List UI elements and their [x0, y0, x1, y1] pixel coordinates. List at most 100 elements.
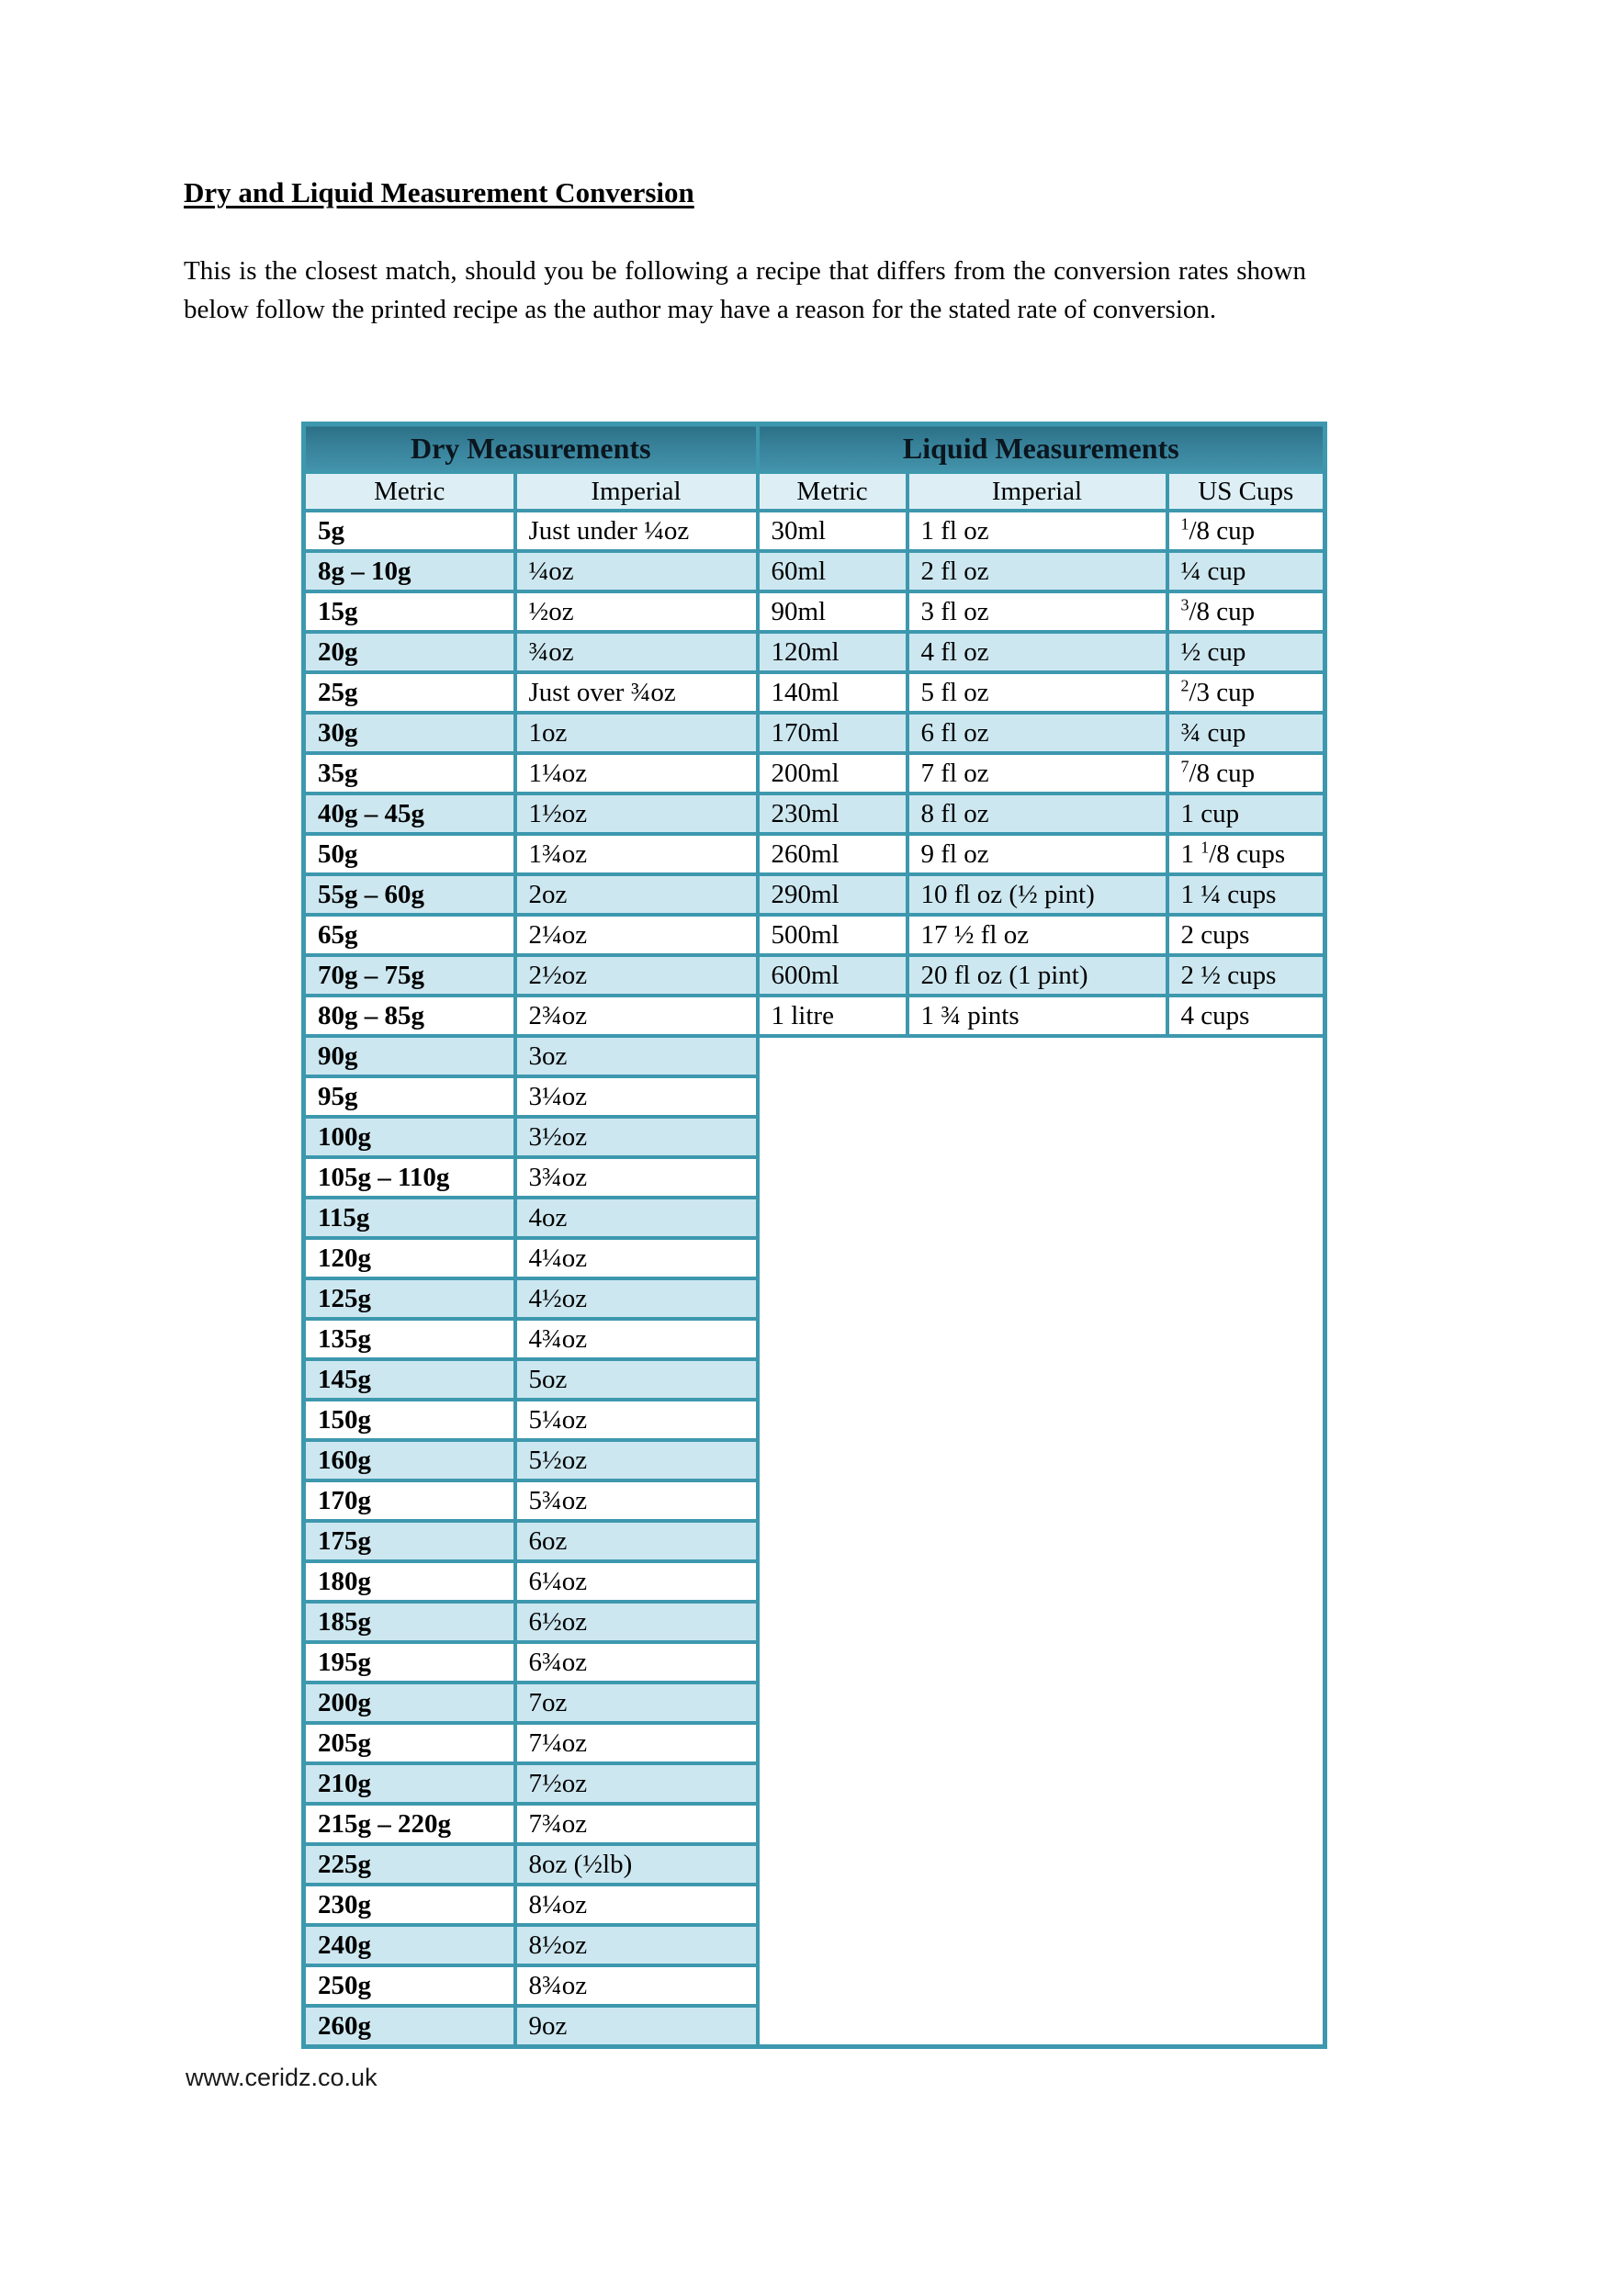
- us-cups-cell: 1 1/8 cups: [1165, 832, 1327, 876]
- dry-imperial-cell: 5¾oz: [513, 1479, 760, 1523]
- website-url: www.ceridz.co.uk: [186, 2064, 378, 2091]
- dry-imperial-cell: 5¼oz: [513, 1398, 760, 1442]
- dry-imperial-cell: 2½oz: [513, 953, 760, 997]
- us-cups-cell: 2 cups: [1165, 913, 1327, 957]
- table-row: 25g Just over ¾oz 140ml 5 fl oz 2/3 cup: [301, 670, 1327, 715]
- dry-metric-cell: 135g: [301, 1317, 517, 1361]
- dry-imperial-cell: 8¼oz: [513, 1883, 760, 1927]
- table-head: Dry Measurements Liquid Measurements Met…: [301, 422, 1327, 512]
- table-row: 225g 8oz (½lb): [301, 1842, 1325, 1886]
- liquid-metric-cell: 30ml: [755, 509, 909, 553]
- col-header-us-cups: US Cups: [1165, 470, 1327, 512]
- dry-imperial-cell: 6¾oz: [513, 1640, 760, 1684]
- table-row: 50g 1¾oz 260ml 9 fl oz 1 1/8 cups: [301, 832, 1327, 876]
- liquid-imperial-cell: 1 fl oz: [905, 509, 1169, 553]
- dry-metric-cell: 160g: [301, 1438, 517, 1482]
- dry-metric-cell: 65g: [301, 913, 517, 957]
- conversion-table-wrap: Dry Measurements Liquid Measurements Met…: [301, 422, 1328, 2049]
- table-row: 170g 5¾oz: [301, 1479, 1325, 1523]
- table-row: 15g ½oz 90ml 3 fl oz 3/8 cup: [301, 590, 1327, 634]
- table-row: 8g – 10g ¼oz 60ml 2 fl oz ¼ cup: [301, 549, 1327, 593]
- dry-metric-cell: 20g: [301, 630, 517, 674]
- dry-imperial-cell: 7¾oz: [513, 1802, 760, 1846]
- liquid-metric-cell: 1 litre: [755, 994, 909, 1038]
- dry-imperial-cell: 2¾oz: [513, 994, 760, 1038]
- table-row: 100g 3½oz: [301, 1115, 1325, 1159]
- liquid-metric-cell: 120ml: [755, 630, 909, 674]
- dry-metric-cell: 35g: [301, 751, 517, 795]
- dry-metric-cell: 115g: [301, 1196, 517, 1240]
- dry-metric-cell: 150g: [301, 1398, 517, 1442]
- dry-metric-cell: 95g: [301, 1075, 517, 1119]
- dry-imperial-cell: 9oz: [513, 2004, 760, 2049]
- dry-imperial-cell: 3¾oz: [513, 1155, 760, 1199]
- table-row: 240g 8½oz: [301, 1923, 1325, 1967]
- table-row: 95g 3¼oz: [301, 1075, 1325, 1119]
- table-row: 185g 6½oz: [301, 1600, 1325, 1644]
- dry-imperial-cell: 5oz: [513, 1357, 760, 1401]
- dry-metric-cell: 8g – 10g: [301, 549, 517, 593]
- dry-imperial-cell: 1oz: [513, 711, 760, 755]
- table-row: 105g – 110g 3¾oz: [301, 1155, 1325, 1199]
- table-row: 215g – 220g 7¾oz: [301, 1802, 1325, 1846]
- dry-metric-cell: 200g: [301, 1681, 517, 1725]
- liquid-metric-cell: 90ml: [755, 590, 909, 634]
- dry-imperial-cell: 2¼oz: [513, 913, 760, 957]
- dry-metric-cell: 175g: [301, 1519, 517, 1563]
- table-row: 260g 9oz: [301, 2004, 1325, 2049]
- dry-imperial-cell: ¾oz: [513, 630, 760, 674]
- dry-imperial-cell: 5½oz: [513, 1438, 760, 1482]
- liquid-metric-cell: 200ml: [755, 751, 909, 795]
- table-row: 5g Just under ¼oz 30ml 1 fl oz 1/8 cup: [301, 509, 1327, 553]
- dry-metric-cell: 230g: [301, 1883, 517, 1927]
- column-header-row: Metric Imperial Metric Imperial US Cups: [301, 470, 1327, 512]
- liquid-metric-cell: 600ml: [755, 953, 909, 997]
- dry-metric-cell: 80g – 85g: [301, 994, 517, 1038]
- us-cups-cell: ¾ cup: [1165, 711, 1327, 755]
- liquid-imperial-cell: 9 fl oz: [905, 832, 1169, 876]
- dry-metric-cell: 180g: [301, 1559, 517, 1604]
- us-cups-cell: 1 ¼ cups: [1165, 872, 1327, 917]
- dry-imperial-cell: 1¼oz: [513, 751, 760, 795]
- dry-metric-cell: 145g: [301, 1357, 517, 1401]
- dry-imperial-cell: 3oz: [513, 1034, 760, 1078]
- table-row: 205g 7¼oz: [301, 1721, 1325, 1765]
- us-cups-cell: 3/8 cup: [1165, 590, 1327, 634]
- table-row: 250g 8¾oz: [301, 1964, 1325, 2008]
- table-row: 90g 3oz: [301, 1034, 1325, 1078]
- dry-metric-cell: 120g: [301, 1236, 517, 1280]
- liquid-imperial-cell: 3 fl oz: [905, 590, 1169, 634]
- dry-metric-cell: 100g: [301, 1115, 517, 1159]
- table-row: 65g 2¼oz 500ml 17 ½ fl oz 2 cups: [301, 913, 1327, 957]
- dry-metric-cell: 50g: [301, 832, 517, 876]
- dry-imperial-cell: 4¾oz: [513, 1317, 760, 1361]
- us-cups-cell: 7/8 cup: [1165, 751, 1327, 795]
- dry-metric-cell: 170g: [301, 1479, 517, 1523]
- dry-imperial-cell: Just over ¾oz: [513, 670, 760, 715]
- dry-metric-cell: 55g – 60g: [301, 872, 517, 917]
- dry-metric-cell: 240g: [301, 1923, 517, 1967]
- dry-imperial-cell: 1¾oz: [513, 832, 760, 876]
- dry-metric-cell: 125g: [301, 1277, 517, 1321]
- page-title: Dry and Liquid Measurement Conversion: [184, 176, 694, 208]
- col-header-dry-imperial: Imperial: [513, 470, 760, 512]
- table-row: 115g 4oz: [301, 1196, 1325, 1240]
- liquid-imperial-cell: 7 fl oz: [905, 751, 1169, 795]
- liquid-imperial-cell: 20 fl oz (1 pint): [905, 953, 1169, 997]
- dry-imperial-cell: ¼oz: [513, 549, 760, 593]
- dry-metric-cell: 185g: [301, 1600, 517, 1644]
- us-cups-cell: 1/8 cup: [1165, 509, 1327, 553]
- col-header-liquid-imperial: Imperial: [905, 470, 1169, 512]
- table-row: 70g – 75g 2½oz 600ml 20 fl oz (1 pint) 2 ½ c…: [301, 953, 1327, 997]
- dry-imperial-cell: 7oz: [513, 1681, 760, 1725]
- dry-imperial-cell: 6¼oz: [513, 1559, 760, 1604]
- liquid-metric-cell: 290ml: [755, 872, 909, 917]
- liquid-imperial-cell: 8 fl oz: [905, 792, 1169, 836]
- col-header-liquid-metric: Metric: [755, 470, 909, 512]
- group-header-row: Dry Measurements Liquid Measurements: [301, 422, 1327, 474]
- table-row: 145g 5oz: [301, 1357, 1325, 1401]
- table-row: 175g 6oz: [301, 1519, 1325, 1563]
- dry-metric-cell: 260g: [301, 2004, 517, 2049]
- dry-metric-cell: 70g – 75g: [301, 953, 517, 997]
- dry-metric-cell: 195g: [301, 1640, 517, 1684]
